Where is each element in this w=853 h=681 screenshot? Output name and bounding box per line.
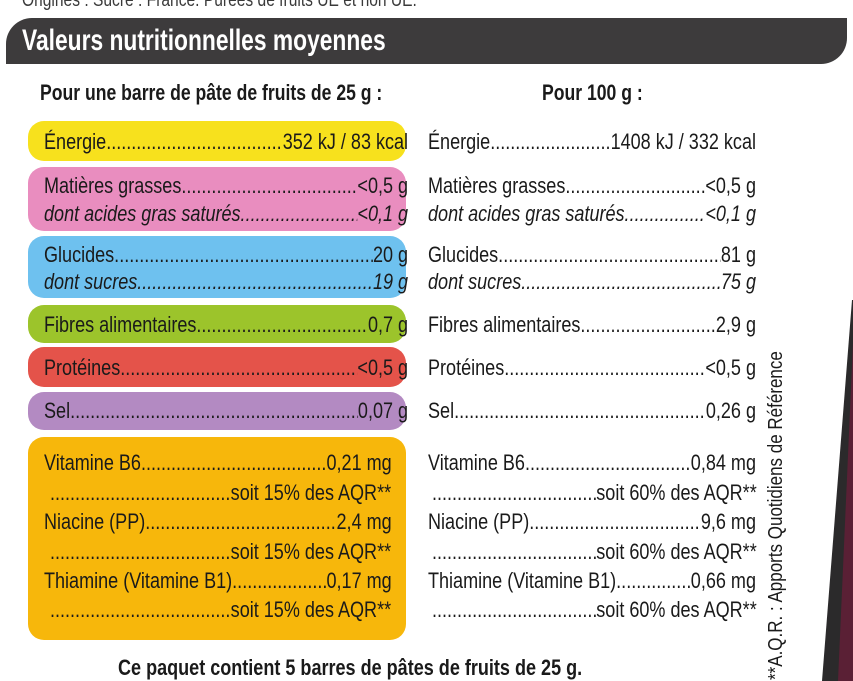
right-row-sucres: dont sucres75 g [428, 270, 828, 294]
left-row-sel: Sel0,07 g [44, 399, 488, 423]
right-row-b6: Vitamine B60,84 mg [428, 451, 828, 475]
right-row-niacine: Niacine (PP)9,6 mg [428, 510, 828, 534]
right-row-graisses: Matières grasses<0,5 g [428, 174, 828, 198]
right-row-b6-aqr: soit 60% des AQR** [432, 481, 828, 505]
left-row-proteines: Protéines<0,5 g [44, 356, 488, 380]
package-content-note: Ce paquet contient 5 barres de pâtes de … [118, 655, 583, 680]
right-row-energie: Énergie1408 kJ / 332 kcal [428, 130, 828, 154]
right-row-sel: Sel0,26 g [428, 399, 828, 423]
left-row-glucides: Glucides20 g [44, 243, 488, 267]
section-title: Valeurs nutritionnelles moyennes [22, 24, 386, 57]
packaging-edge-decoration [822, 300, 853, 681]
right-row-thiamine-aqr: soit 60% des AQR** [432, 598, 828, 622]
left-row-fibres: Fibres alimentaires0,7 g [44, 313, 488, 337]
top-cut-text: Origines : Sucre : France. Purées de fru… [22, 0, 417, 11]
left-column-header: Pour une barre de pâte de fruits de 25 g… [40, 80, 383, 105]
left-row-energie: Énergie352 kJ / 83 kcal [44, 130, 488, 154]
right-row-glucides: Glucides81 g [428, 243, 828, 267]
left-row-b6-aqr: soit 15% des AQR** [50, 481, 466, 505]
left-row-b6: Vitamine B60,21 mg [44, 451, 468, 475]
left-row-thiamine: Thiamine (Vitamine B1)0,17 mg [44, 569, 468, 593]
left-row-satures: dont acides gras saturés<0,1 g [44, 202, 488, 226]
right-row-niacine-aqr: soit 60% des AQR** [432, 540, 828, 564]
left-row-niacine: Niacine (PP)2,4 mg [44, 510, 468, 534]
right-row-thiamine: Thiamine (Vitamine B1)0,66 mg [428, 569, 828, 593]
aqr-side-note: **A.Q.R. : Apports Quotidiens de Référen… [765, 351, 787, 680]
right-row-fibres: Fibres alimentaires2,9 g [428, 313, 828, 337]
right-column-header: Pour 100 g : [542, 80, 643, 105]
left-row-sucres: dont sucres19 g [44, 270, 488, 294]
left-row-graisses: Matières grasses<0,5 g [44, 174, 488, 198]
right-row-proteines: Protéines<0,5 g [428, 356, 828, 380]
right-row-satures: dont acides gras saturés<0,1 g [428, 202, 828, 226]
section-banner: Valeurs nutritionnelles moyennes [6, 18, 847, 64]
left-row-niacine-aqr: soit 15% des AQR** [50, 540, 466, 564]
left-row-thiamine-aqr: soit 15% des AQR** [50, 598, 466, 622]
